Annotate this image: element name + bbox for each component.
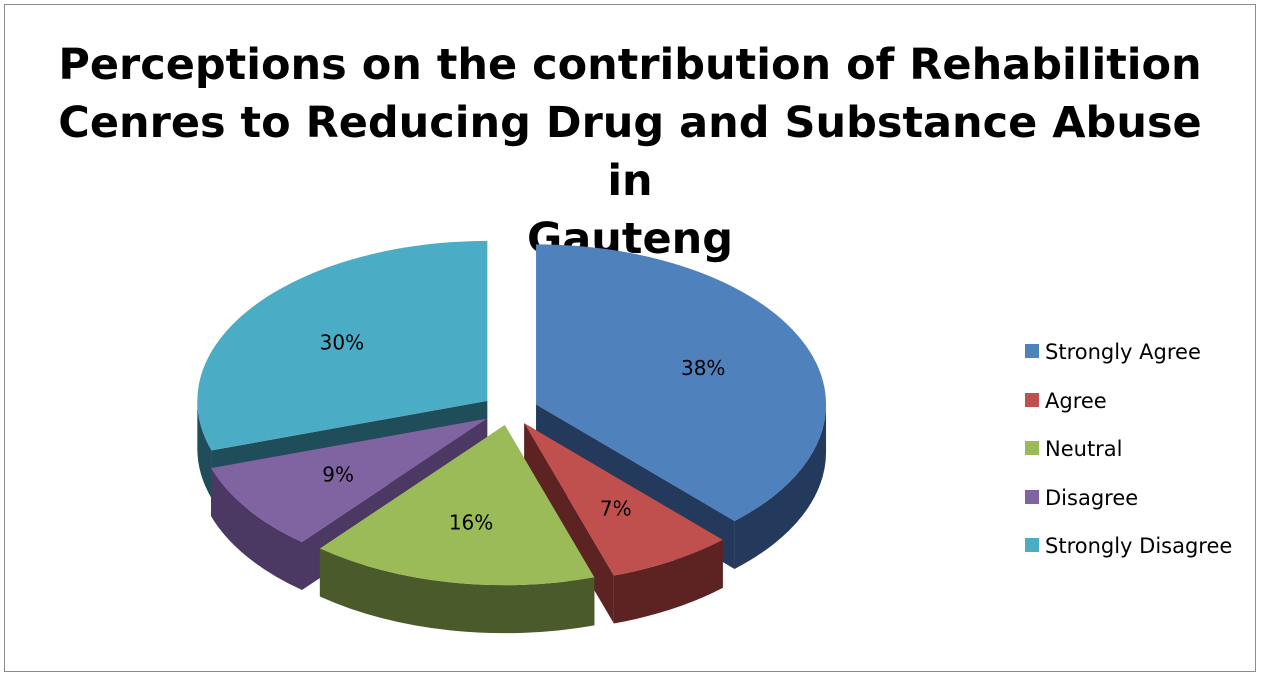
legend-item-neutral: Neutral — [1025, 429, 1255, 478]
data-label-strongly-agree: 38% — [681, 356, 725, 380]
pie-slice-top-disagree — [211, 418, 487, 542]
data-label-disagree: 9% — [322, 462, 354, 486]
data-label-neutral: 16% — [449, 511, 493, 535]
data-label-strongly-disagree: 30% — [320, 331, 364, 355]
pie-slice-top-neutral — [319, 425, 595, 586]
legend-swatch-agree — [1025, 392, 1039, 407]
pie-slice-rim-strongly-disagree-0 — [197, 400, 212, 499]
legend-swatch-strongly-disagree — [1025, 538, 1039, 553]
pie-slice-rim-neutral-0 — [319, 548, 595, 634]
pie-slice-rim-agree-0 — [613, 539, 723, 624]
chart-title: Perceptions on the contribution of Rehab… — [40, 36, 1220, 268]
pie-slice-neutral — [319, 425, 595, 634]
pie-slice-rim-strongly-agree-0 — [734, 404, 827, 569]
legend-label-agree: Agree — [1045, 388, 1107, 413]
legend-label-disagree: Disagree — [1045, 485, 1139, 510]
data-label-agree: 7% — [600, 497, 632, 521]
legend-label-neutral: Neutral — [1045, 437, 1123, 462]
pie-slice-top-strongly-disagree — [197, 240, 488, 451]
legend-label-strongly-agree: Strongly Agree — [1045, 340, 1201, 364]
chart-title-line-2: Cenres to Reducing Drug and Substance Ab… — [58, 98, 1202, 206]
legend-label-strongly-disagree: Strongly Disagree — [1045, 534, 1233, 559]
legend-item-disagree: Disagree — [1025, 478, 1255, 527]
pie-slice-top-agree — [524, 423, 723, 576]
legend-swatch-neutral — [1025, 441, 1039, 456]
legend: Strongly Agree Agree Neutral Disagree St… — [1025, 332, 1255, 575]
pie-slice-top-strongly-agree — [536, 244, 827, 521]
chart-title-line-1: Perceptions on the contribution of Rehab… — [58, 40, 1202, 90]
pie-slice-agree — [524, 423, 723, 624]
legend-swatch-strongly-agree — [1025, 344, 1039, 358]
legend-item-agree: Agree — [1025, 381, 1255, 430]
legend-item-strongly-agree: Strongly Agree — [1025, 332, 1255, 381]
legend-item-strongly-disagree: Strongly Disagree — [1025, 526, 1255, 575]
pie-slice-rim-disagree-0 — [211, 468, 302, 590]
legend-swatch-disagree — [1025, 489, 1039, 504]
